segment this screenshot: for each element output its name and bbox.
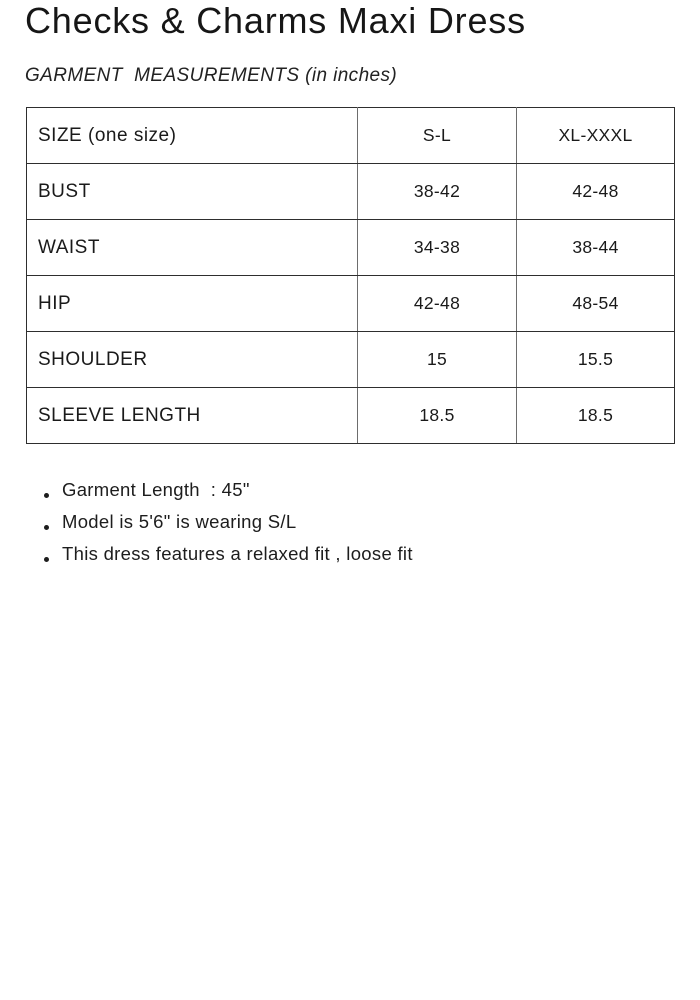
bullet-icon xyxy=(44,493,49,498)
header-size-cell: SIZE (one size) xyxy=(26,107,358,164)
garment-measurements-table: SIZE (one size) S-L XL-XXXL BUST 38-42 4… xyxy=(26,107,675,444)
row-label: BUST xyxy=(26,163,358,220)
table-row-bust: BUST 38-42 42-48 xyxy=(26,163,675,220)
bullet-icon xyxy=(44,557,49,562)
row-value: 34-38 xyxy=(357,219,517,276)
row-label: SHOULDER xyxy=(26,331,358,388)
row-label: SLEEVE LENGTH xyxy=(26,387,358,444)
row-value: 18.5 xyxy=(357,387,517,444)
page-title: Checks & Charms Maxi Dress xyxy=(25,0,526,41)
measurements-subtitle: GARMENT MEASUREMENTS (in inches) xyxy=(25,65,398,86)
note-text: This dress features a relaxed fit , loos… xyxy=(62,543,413,564)
row-value: 38-44 xyxy=(516,219,675,276)
note-text: Model is 5'6" is wearing S/L xyxy=(62,511,297,532)
row-label: WAIST xyxy=(26,219,358,276)
row-value: 15.5 xyxy=(516,331,675,388)
table-row-sleeve-length: SLEEVE LENGTH 18.5 18.5 xyxy=(26,387,675,444)
bullet-icon xyxy=(44,525,49,530)
note-garment-length: Garment Length : 45" xyxy=(44,479,413,511)
row-value: 42-48 xyxy=(357,275,517,332)
header-xlxxxl-cell: XL-XXXL xyxy=(516,107,675,164)
table-header-row: SIZE (one size) S-L XL-XXXL xyxy=(26,107,675,164)
table-row-hip: HIP 42-48 48-54 xyxy=(26,275,675,332)
row-value: 18.5 xyxy=(516,387,675,444)
note-model-size: Model is 5'6" is wearing S/L xyxy=(44,511,413,543)
table-row-waist: WAIST 34-38 38-44 xyxy=(26,219,675,276)
row-value: 48-54 xyxy=(516,275,675,332)
table-row-shoulder: SHOULDER 15 15.5 xyxy=(26,331,675,388)
row-value: 42-48 xyxy=(516,163,675,220)
row-value: 15 xyxy=(357,331,517,388)
row-label: HIP xyxy=(26,275,358,332)
row-value: 38-42 xyxy=(357,163,517,220)
note-fit-description: This dress features a relaxed fit , loos… xyxy=(44,543,413,575)
notes-list: Garment Length : 45" Model is 5'6" is we… xyxy=(44,479,413,575)
note-text: Garment Length : 45" xyxy=(62,479,250,500)
header-sl-cell: S-L xyxy=(357,107,517,164)
